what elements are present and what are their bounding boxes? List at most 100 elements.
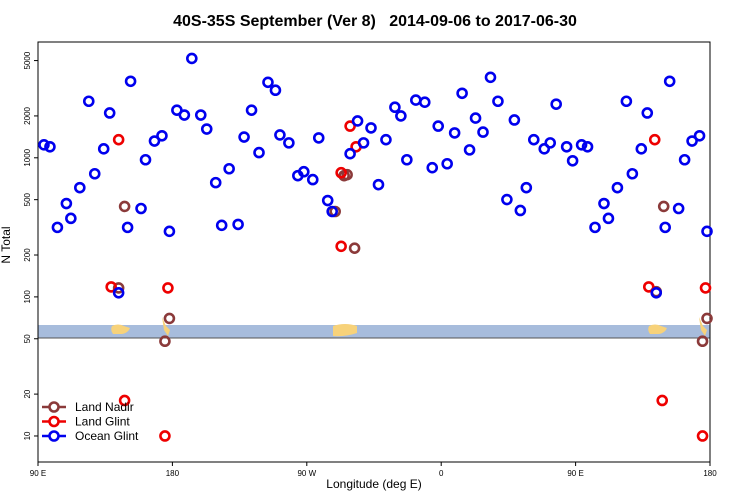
y-axis-label: N Total [0,226,13,263]
series [112,168,713,348]
point [663,75,676,88]
point [357,137,370,149]
point [156,129,168,142]
point [253,146,265,159]
point [456,87,468,100]
point [492,95,504,108]
y-tick-label: 500 [23,192,32,206]
point [520,181,533,194]
series [38,52,713,299]
x-tick-label: 180 [166,469,180,478]
point [162,282,174,294]
point [335,166,347,179]
point [418,96,431,109]
point [105,281,117,293]
point [380,133,392,146]
point [701,225,713,238]
point [178,109,191,121]
ocean-band [38,325,710,338]
point [550,98,562,110]
point [238,131,250,143]
point [395,110,407,122]
point [642,281,655,293]
point [200,123,213,135]
point [65,212,77,225]
point [245,104,258,116]
point [159,335,171,348]
point [469,112,482,124]
point [389,101,401,114]
point [348,242,361,254]
y-tick-label: 200 [23,248,32,262]
point [701,312,713,325]
x-axis-label: Longitude (deg E) [326,477,421,491]
point [477,126,489,138]
point [463,144,476,156]
point [269,84,282,97]
point [159,430,171,442]
point [306,173,319,186]
x-tick-label: 90 E [567,469,583,478]
legend-marker [48,401,60,413]
point [672,202,685,215]
point [135,202,147,215]
point [566,154,579,167]
point [321,194,334,207]
point [283,137,295,149]
point [657,200,670,213]
point [82,95,95,108]
map-strip [38,317,710,339]
point [298,165,310,178]
point [344,120,356,132]
point [581,140,594,153]
legend-label: Ocean Glint [75,429,139,443]
point [51,221,64,234]
y-tick-label: 10 [23,431,32,440]
point [124,75,137,88]
point [326,205,338,218]
point [215,219,228,232]
y-tick-label: 20 [23,389,32,398]
point [484,71,497,84]
point [598,197,610,210]
y-tick-label: 1000 [23,148,32,166]
point [678,153,691,166]
point [560,140,573,153]
chart-title: 40S-35S September (Ver 8) 2014-09-06 to … [173,13,577,30]
point [686,135,698,147]
point [163,225,176,238]
point [274,129,286,141]
y-tick-label: 2000 [23,106,32,124]
point [186,52,198,65]
point [693,129,706,142]
x-tick-label: 90 W [297,469,316,478]
point [501,193,513,206]
point [527,133,540,146]
y-tick-label: 5000 [23,51,32,69]
point [372,178,385,191]
point [351,115,364,127]
point [365,122,377,134]
point [209,176,222,189]
point [223,162,235,175]
point [344,147,356,160]
legend-marker [48,415,60,428]
point [650,286,663,299]
point [426,161,439,174]
y-tick-label: 50 [23,334,32,343]
point [262,76,274,89]
y-tick-label: 100 [23,290,32,304]
point [635,143,648,155]
point [432,120,445,132]
point [232,218,244,231]
point [659,221,672,234]
point [97,143,110,155]
point [148,135,161,147]
point [611,181,624,194]
point [335,240,347,253]
point [163,312,176,325]
point [620,95,633,108]
point [121,221,134,234]
